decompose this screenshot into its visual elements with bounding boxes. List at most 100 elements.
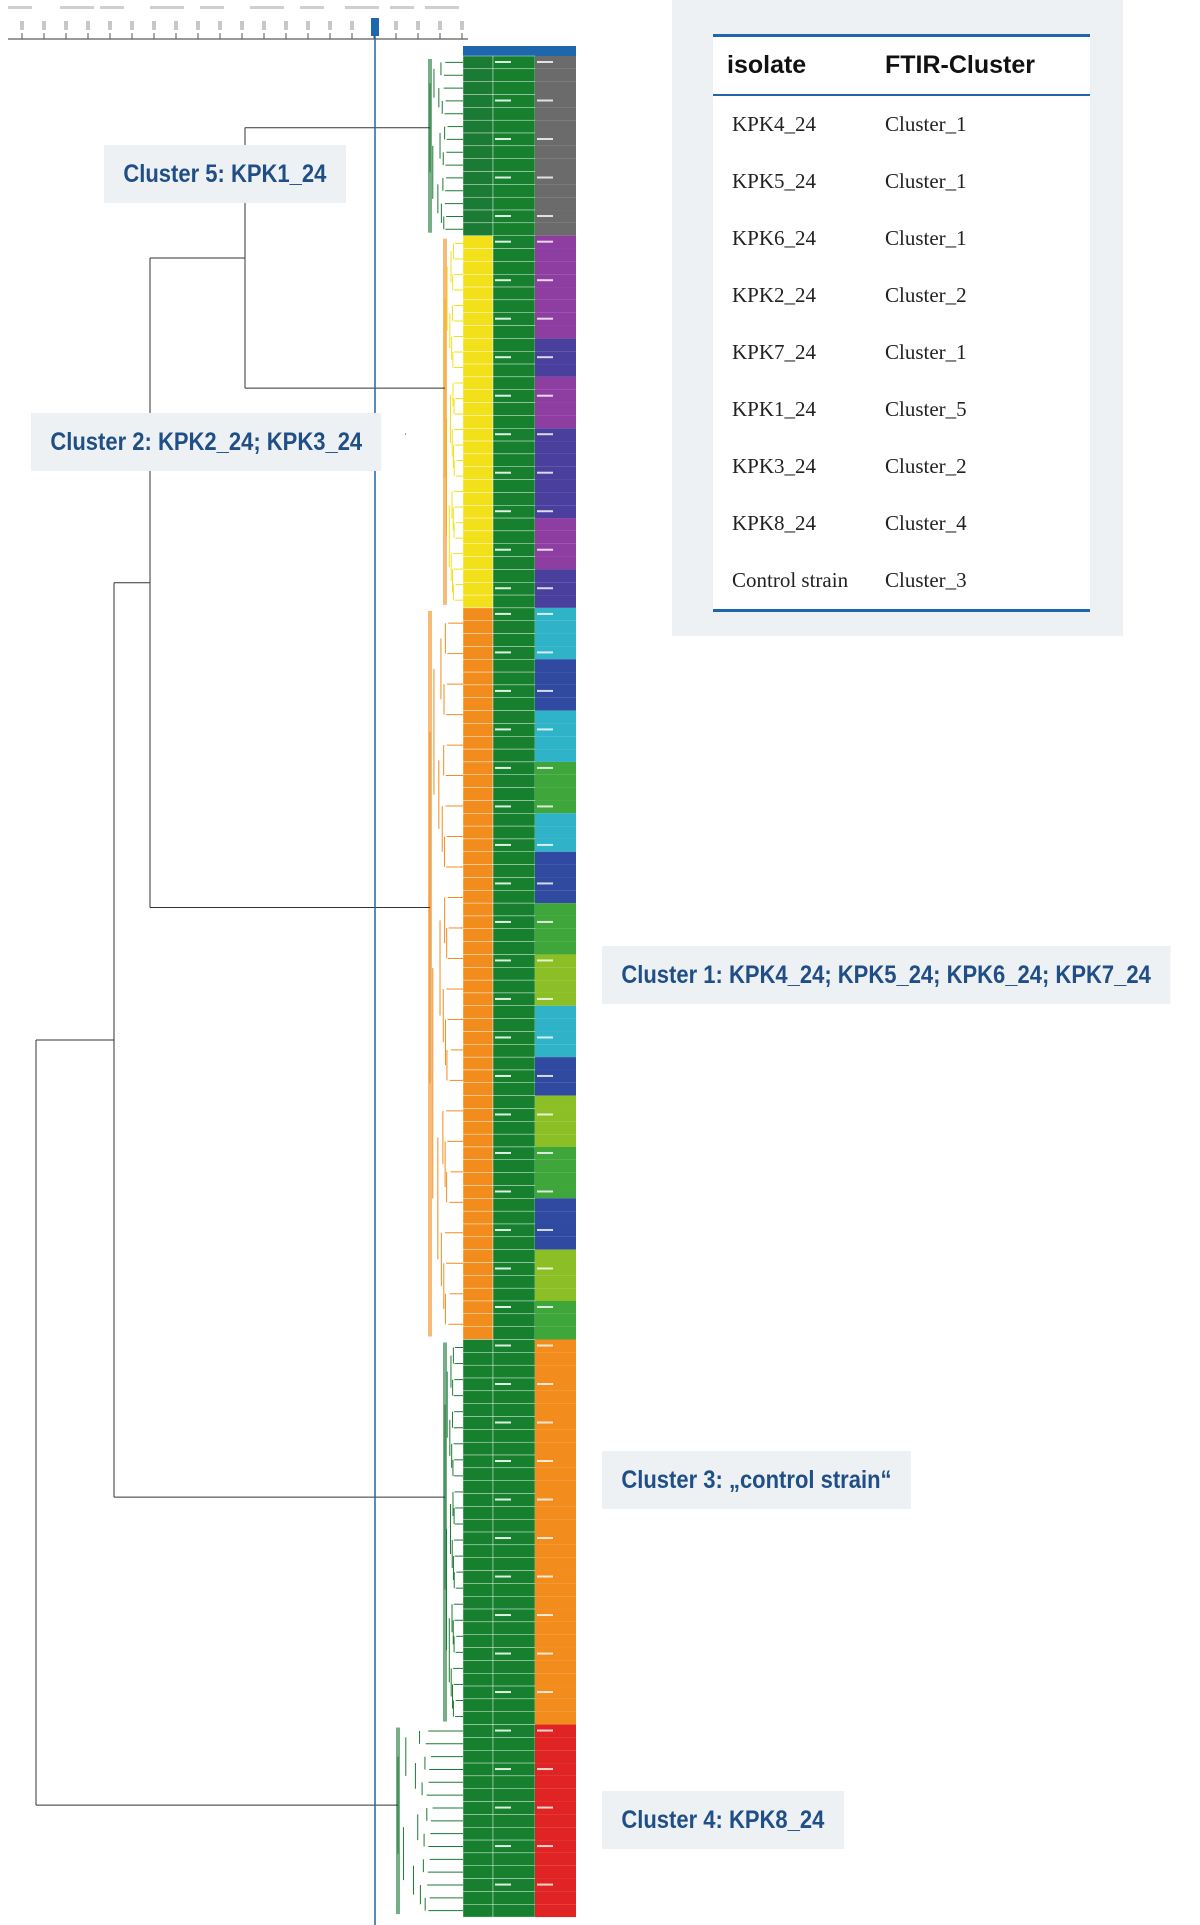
isolate-cell bbox=[535, 1390, 576, 1404]
purity-cell bbox=[462, 838, 494, 852]
isolate-cell bbox=[535, 787, 576, 801]
isolate-cell bbox=[535, 1904, 576, 1918]
purity-cell bbox=[462, 877, 494, 891]
coherence-cell bbox=[492, 1750, 536, 1764]
purity-cell bbox=[462, 1518, 494, 1533]
isolate-cell bbox=[535, 697, 576, 711]
purity-cell bbox=[462, 825, 494, 840]
purity-cell bbox=[462, 440, 494, 455]
cluster-cell: Cluster_1 bbox=[885, 340, 967, 364]
purity-cell bbox=[462, 1634, 494, 1648]
cell-text-mark bbox=[537, 1344, 553, 1347]
cell-text-mark bbox=[495, 1575, 511, 1578]
coherence-cell bbox=[492, 158, 536, 172]
isolate-cell bbox=[535, 1121, 576, 1135]
cell-text-mark bbox=[495, 1729, 511, 1732]
coherence-cell bbox=[492, 1673, 536, 1687]
purity-cell bbox=[462, 132, 494, 147]
cluster-2-label: Cluster 2: KPK2_24; KPK3_24 bbox=[31, 413, 382, 471]
coherence-cell bbox=[492, 556, 536, 570]
purity-cell bbox=[462, 1172, 494, 1186]
isolate-cell bbox=[535, 774, 576, 788]
cluster-cell: Cluster_3 bbox=[885, 568, 967, 592]
isolate-cell bbox=[535, 1544, 576, 1558]
coherence-cell bbox=[492, 1210, 536, 1225]
cell-text-mark bbox=[537, 1074, 553, 1077]
isolate-cell bbox=[535, 415, 576, 429]
cell-text-mark bbox=[537, 959, 553, 962]
purity-cell bbox=[462, 1865, 494, 1879]
cell-text-mark bbox=[495, 805, 511, 808]
isolate-cell: KPK7_24 bbox=[732, 340, 817, 364]
table-row: KPK8_24 Cluster_4 bbox=[713, 495, 1090, 552]
isolate-cell bbox=[535, 1698, 576, 1712]
coherence-cell bbox=[492, 1018, 536, 1032]
table-row: KPK1_24 Cluster_5 bbox=[713, 381, 1090, 438]
isolate-cell bbox=[535, 1352, 576, 1366]
scale-tick-label bbox=[350, 21, 354, 30]
cluster-cell: Cluster_1 bbox=[885, 169, 967, 193]
isolate-cell bbox=[535, 351, 576, 365]
cell-text-mark bbox=[495, 1305, 511, 1308]
coherence-cell bbox=[492, 1814, 536, 1828]
coherence-cell bbox=[492, 928, 536, 942]
isolate-cell: KPK2_24 bbox=[732, 283, 817, 307]
isolate-cell bbox=[535, 684, 576, 698]
purity-cell bbox=[462, 299, 494, 313]
isolate-cell bbox=[535, 505, 576, 519]
isolate-cell bbox=[535, 1621, 576, 1635]
isolate-cell bbox=[535, 1583, 576, 1597]
cell-text-mark bbox=[495, 1267, 511, 1270]
coherence-cell bbox=[492, 1518, 536, 1533]
cell-text-mark bbox=[537, 651, 553, 654]
cell-text-mark bbox=[537, 997, 553, 1000]
cell-text-mark bbox=[537, 612, 553, 615]
cell-text-mark bbox=[537, 1228, 553, 1231]
isolate-cell bbox=[535, 980, 576, 993]
isolate-cell bbox=[535, 248, 576, 262]
purity-cell bbox=[462, 646, 494, 660]
cell-text-mark bbox=[537, 843, 553, 846]
scale-tick-label bbox=[196, 21, 200, 30]
purity-cell bbox=[462, 1056, 494, 1071]
cell-text-mark bbox=[495, 1460, 511, 1463]
coherence-cell bbox=[492, 261, 536, 275]
isolate-cell bbox=[535, 1262, 576, 1276]
column-header bbox=[493, 46, 535, 56]
cell-text-mark bbox=[495, 1113, 511, 1116]
cell-text-mark bbox=[495, 176, 511, 179]
purity-cell bbox=[462, 851, 494, 865]
purity-cell bbox=[462, 633, 494, 647]
purity-cell bbox=[462, 158, 494, 172]
isolate-cell bbox=[535, 453, 576, 467]
coherence-cell bbox=[492, 1621, 536, 1635]
cluster-cell: Cluster_2 bbox=[885, 454, 967, 478]
purity-cell bbox=[462, 1403, 494, 1417]
purity-cell bbox=[462, 1775, 494, 1789]
isolate-cell bbox=[535, 376, 576, 390]
cell-text-mark bbox=[537, 433, 553, 436]
isolate-cell bbox=[535, 184, 576, 198]
coherence-cell bbox=[492, 1737, 536, 1751]
coherence-cell bbox=[492, 1403, 536, 1417]
scale-tick-label bbox=[394, 21, 398, 30]
isolate-cell bbox=[535, 1750, 576, 1764]
info-text-line bbox=[100, 6, 124, 9]
cell-text-mark bbox=[537, 61, 553, 63]
purity-cell bbox=[462, 620, 494, 634]
coherence-cell bbox=[492, 1711, 536, 1725]
isolate-cell bbox=[535, 915, 576, 929]
cell-text-mark bbox=[495, 433, 511, 436]
purity-cell bbox=[462, 389, 494, 403]
cell-text-mark bbox=[495, 1383, 511, 1386]
cluster-3-label: Cluster 3: „control strain“ bbox=[602, 1451, 911, 1509]
purity-cell bbox=[462, 556, 494, 570]
purity-cell bbox=[462, 954, 494, 968]
purity-cell bbox=[462, 1506, 494, 1520]
purity-cell bbox=[462, 1352, 494, 1366]
isolate-cell bbox=[535, 967, 576, 981]
isolate-cell bbox=[535, 338, 576, 352]
isolate-cell bbox=[535, 723, 576, 737]
cell-text-mark bbox=[495, 548, 511, 551]
